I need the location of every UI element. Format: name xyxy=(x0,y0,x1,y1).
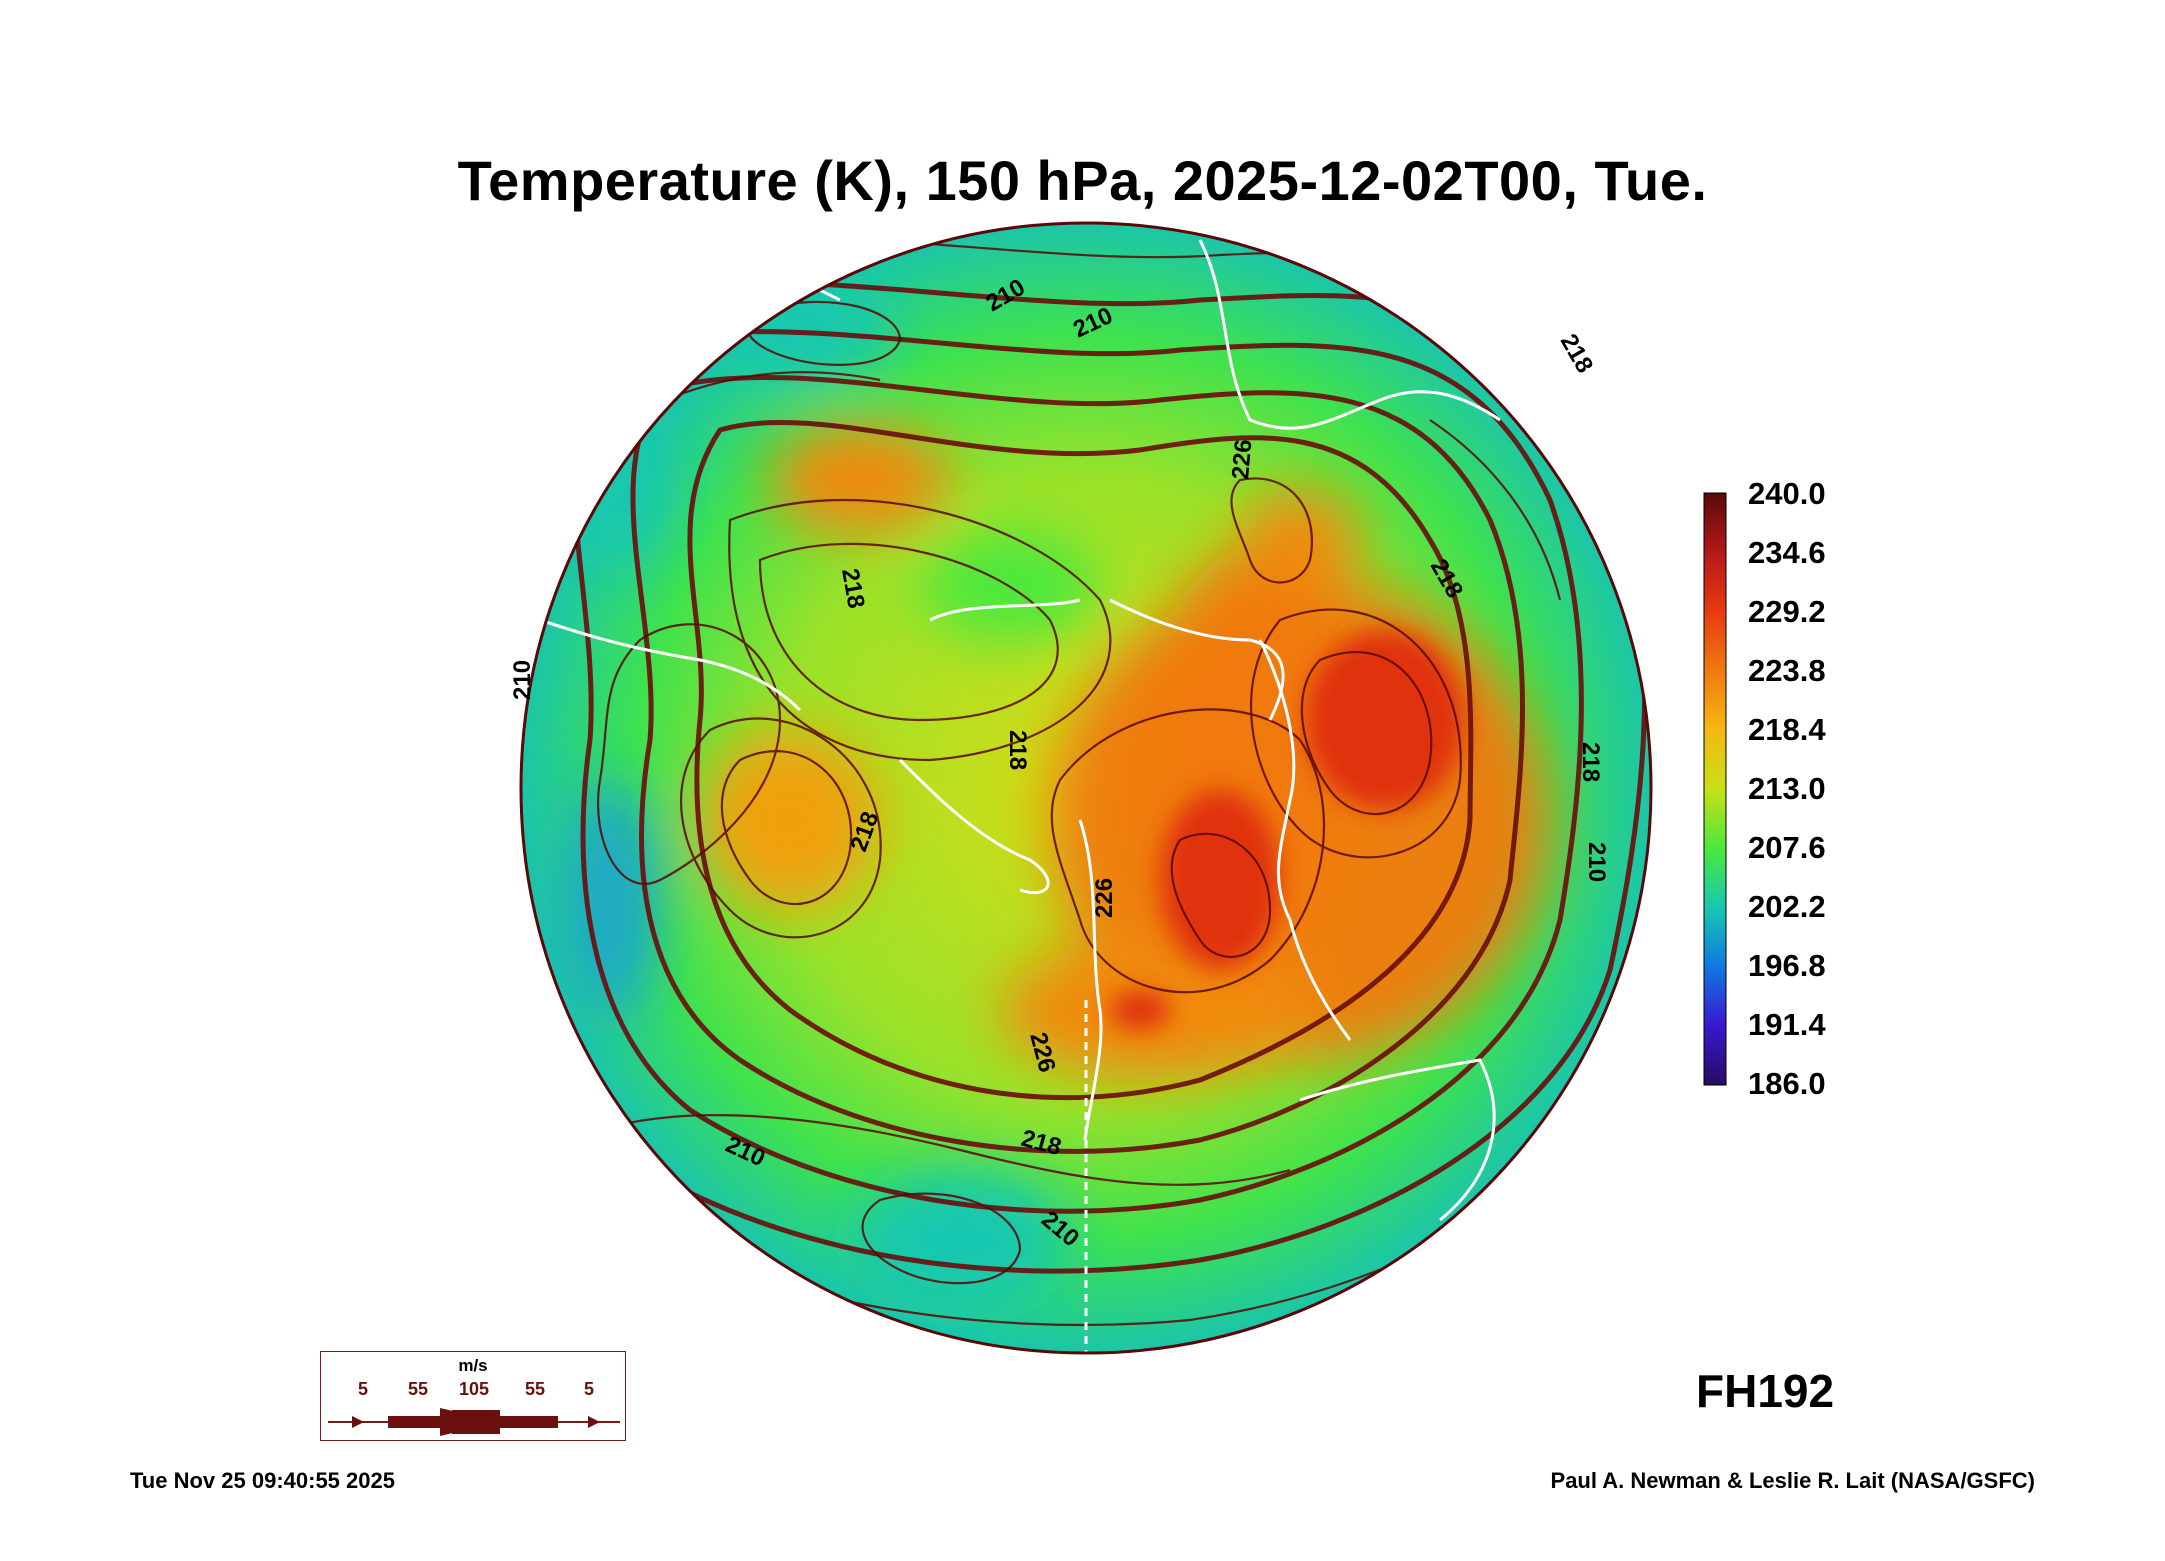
colorbar-label: 202.2 xyxy=(1748,889,1826,924)
contour-label: 218 xyxy=(1577,742,1604,782)
wind-legend-tick: 5 xyxy=(583,1379,595,1399)
contour-label: 210 xyxy=(509,660,536,700)
contour-label: 226 xyxy=(1227,438,1257,480)
wind-legend-tick: 55 xyxy=(407,1379,429,1399)
wind-legend-unit: m/s xyxy=(458,1356,488,1375)
wind-speed-legend-graphic xyxy=(328,1408,620,1436)
footer-credit: Paul A. Newman & Leslie R. Lait (NASA/GS… xyxy=(1550,1468,2035,1493)
contour-label: 226 xyxy=(1091,878,1118,918)
colorbar-label: 186.0 xyxy=(1748,1066,1826,1101)
colorbar-label: 223.8 xyxy=(1748,653,1826,688)
map-title: Temperature (K), 150 hPa, 2025-12-02T00,… xyxy=(457,149,1708,212)
colorbar-label: 213.0 xyxy=(1748,771,1826,806)
colorbar-label: 207.6 xyxy=(1748,830,1826,865)
colorbar-label: 240.0 xyxy=(1748,476,1826,511)
colorbar-label: 234.6 xyxy=(1748,535,1826,570)
colorbar-label: 218.4 xyxy=(1748,712,1826,747)
globe-outline xyxy=(519,221,1653,1355)
coastlines xyxy=(539,239,1501,1222)
colorbar-label: 191.4 xyxy=(1748,1007,1826,1042)
forecast-hour-label: FH192 xyxy=(1696,1365,1835,1417)
colorbar xyxy=(1703,492,1727,1086)
wind-legend-tick: 55 xyxy=(524,1379,546,1399)
temperature-field xyxy=(521,223,1651,1353)
wind-legend-tick: 105 xyxy=(458,1379,490,1399)
footer-timestamp: Tue Nov 25 09:40:55 2025 xyxy=(130,1468,395,1493)
colorbar-label: 196.8 xyxy=(1748,948,1826,983)
contour-label: 218 xyxy=(1004,730,1031,770)
contour-label: 218 xyxy=(1555,330,1598,378)
colorbar-label: 229.2 xyxy=(1748,594,1826,629)
streamlines xyxy=(521,234,1651,1327)
wind-speed-legend: m/s 5 55 105 55 5 xyxy=(320,1351,626,1441)
contour-label: 210 xyxy=(1583,842,1610,882)
wind-legend-tick: 5 xyxy=(357,1379,369,1399)
